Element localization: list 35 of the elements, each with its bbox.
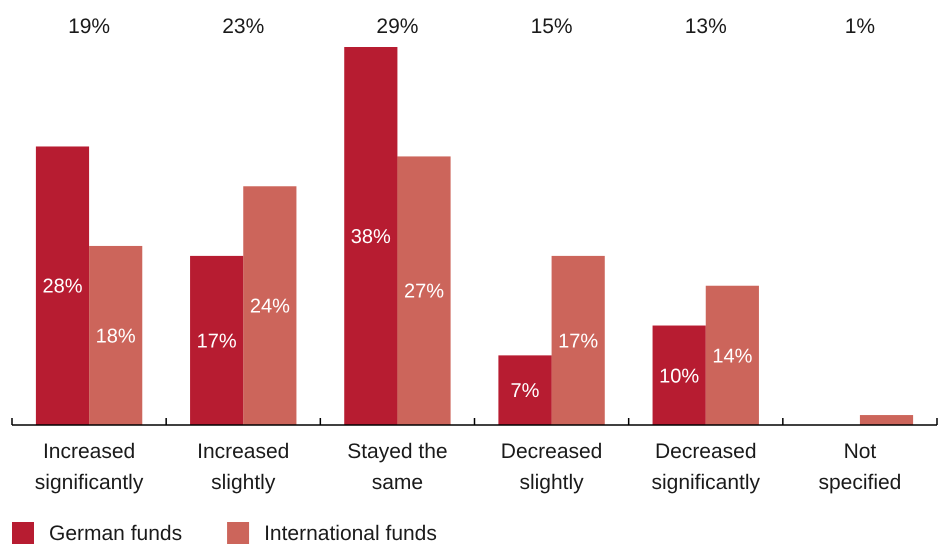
data-label: 17% (196, 330, 237, 352)
data-label: 24% (250, 296, 290, 318)
data-label: 10% (659, 365, 700, 388)
data-label: 28% (42, 276, 83, 298)
bar (706, 286, 759, 425)
data-label: 38% (350, 226, 392, 248)
x-tick-label: Not specified (818, 440, 902, 494)
bar (498, 355, 552, 425)
text: 23% (222, 15, 264, 38)
bar (89, 246, 142, 425)
text: 19% (68, 15, 110, 38)
x-tick-label: Increased significantly (34, 440, 144, 494)
data-label: 18% (96, 325, 136, 348)
bar (652, 326, 706, 425)
bar (36, 146, 90, 425)
bar (190, 256, 244, 425)
x-tick-label: Decreased slightly (500, 440, 602, 494)
legend-label: German funds (49, 522, 182, 545)
data-label: 17% (558, 330, 598, 352)
bar (243, 186, 296, 425)
bar (344, 47, 398, 425)
bar (397, 156, 451, 425)
text: 15% (530, 15, 573, 38)
text: 1% (844, 15, 876, 38)
data-label: 14% (712, 345, 753, 368)
text: 29% (376, 15, 418, 38)
x-tick-label: Stayed the same (347, 440, 448, 494)
data-label: 27% (404, 280, 444, 303)
bar (860, 415, 914, 425)
x-tick-label: Increased slightly (197, 440, 290, 494)
text: 13% (684, 15, 727, 38)
data-label: 7% (510, 380, 540, 402)
bar (552, 256, 605, 425)
x-tick-label: Decreased significantly (651, 440, 761, 494)
legend-label: International funds (264, 522, 437, 545)
